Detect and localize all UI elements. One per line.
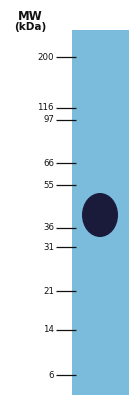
Text: 66: 66: [43, 158, 54, 168]
Ellipse shape: [82, 193, 118, 237]
Text: 116: 116: [38, 104, 54, 112]
Text: 31: 31: [43, 242, 54, 252]
Text: MW: MW: [18, 10, 42, 23]
Text: 55: 55: [43, 180, 54, 190]
Text: 200: 200: [38, 52, 54, 62]
Text: 97: 97: [43, 116, 54, 124]
Text: 36: 36: [43, 224, 54, 232]
Text: 6: 6: [49, 370, 54, 380]
Text: (kDa): (kDa): [14, 22, 46, 32]
Bar: [72, 30, 129, 395]
Text: 21: 21: [43, 286, 54, 296]
Text: 14: 14: [43, 326, 54, 334]
